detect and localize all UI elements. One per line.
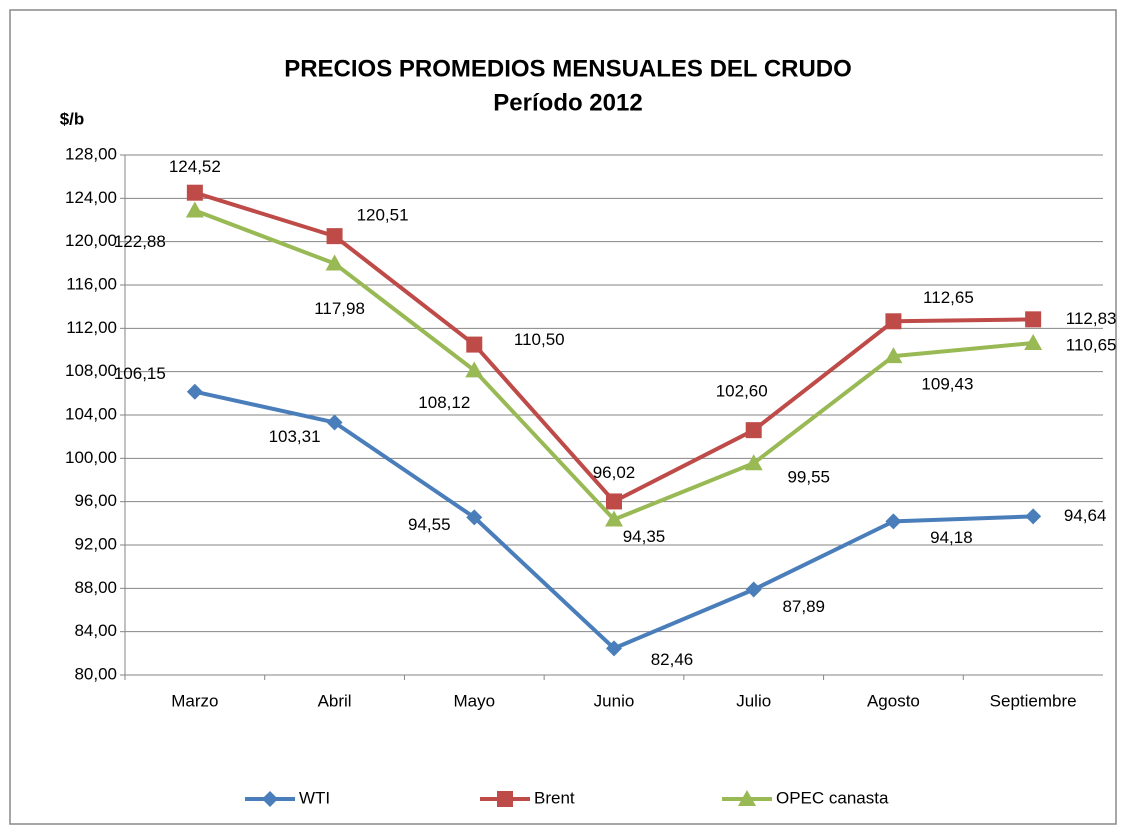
legend-label: OPEC canasta <box>776 788 889 807</box>
data-label: 102,60 <box>716 382 768 401</box>
y-tick-label: 84,00 <box>74 621 117 640</box>
data-label: 103,31 <box>269 427 321 446</box>
point-marker <box>605 510 623 527</box>
data-label: 106,15 <box>114 364 166 383</box>
y-tick-label: 80,00 <box>74 664 117 683</box>
point-marker <box>185 201 204 218</box>
y-tick-label: 96,00 <box>74 491 117 510</box>
legend-marker <box>738 790 756 806</box>
y-tick-label: 128,00 <box>65 144 117 163</box>
point-marker <box>1025 311 1042 328</box>
point-marker <box>326 228 343 245</box>
data-label: 112,65 <box>923 288 974 307</box>
point-marker <box>745 422 762 439</box>
data-label: 87,89 <box>782 597 825 616</box>
point-marker <box>466 509 483 526</box>
data-label: 124,52 <box>169 157 221 176</box>
point-marker <box>186 184 203 201</box>
y-tick-label: 124,00 <box>65 188 117 207</box>
point-marker <box>606 493 622 510</box>
point-marker <box>744 454 763 471</box>
y-tick-label: 88,00 <box>74 578 117 597</box>
legend-label: WTI <box>299 788 330 807</box>
y-tick-label: 92,00 <box>74 534 117 553</box>
x-tick-label: Junio <box>594 691 635 710</box>
data-label: 117,98 <box>314 299 365 318</box>
point-marker <box>1024 333 1043 350</box>
y-tick-label: 108,00 <box>65 361 117 380</box>
data-label: 96,02 <box>593 463 636 482</box>
data-label: 108,12 <box>418 393 470 412</box>
point-marker <box>1025 508 1042 525</box>
point-marker <box>186 383 203 400</box>
x-tick-label: Julio <box>736 691 771 710</box>
y-tick-label: 112,00 <box>66 318 117 337</box>
y-tick-label: 104,00 <box>65 404 117 423</box>
x-tick-label: Marzo <box>171 691 218 710</box>
legend-marker <box>497 791 513 807</box>
data-label: 109,43 <box>921 375 973 394</box>
point-marker <box>326 414 343 431</box>
data-label: 82,46 <box>651 650 694 669</box>
legend-marker <box>262 791 278 807</box>
data-label: 112,83 <box>1066 309 1117 328</box>
data-label: 94,55 <box>408 515 451 534</box>
x-tick-label: Septiembre <box>990 691 1077 710</box>
point-marker <box>745 581 762 598</box>
data-label: 120,51 <box>357 206 409 225</box>
data-label: 122,88 <box>114 232 166 251</box>
point-marker <box>466 336 483 353</box>
point-marker <box>606 640 622 657</box>
point-marker <box>885 313 902 330</box>
x-tick-label: Agosto <box>867 691 920 710</box>
point-marker <box>885 513 902 530</box>
y-tick-label: 100,00 <box>65 448 117 467</box>
y-tick-label: 116,00 <box>66 274 117 293</box>
x-tick-label: Mayo <box>453 691 495 710</box>
data-label: 94,35 <box>623 527 666 546</box>
data-label: 99,55 <box>787 468 830 487</box>
x-tick-label: Abril <box>318 691 352 710</box>
data-label: 94,64 <box>1064 506 1107 525</box>
y-tick-label: 120,00 <box>65 231 117 250</box>
data-label: 94,18 <box>930 528 973 547</box>
chart-subtitle: Período 2012 <box>493 89 642 116</box>
y-axis-label: $/b <box>60 109 85 128</box>
data-label: 110,50 <box>514 330 565 349</box>
chart-border <box>9 9 1117 825</box>
point-marker <box>465 361 484 378</box>
point-marker <box>325 254 344 271</box>
legend-label: Brent <box>534 788 575 807</box>
point-marker <box>884 347 903 364</box>
chart-title: PRECIOS PROMEDIOS MENSUALES DEL CRUDO <box>284 55 852 82</box>
data-label: 110,65 <box>1066 335 1117 354</box>
